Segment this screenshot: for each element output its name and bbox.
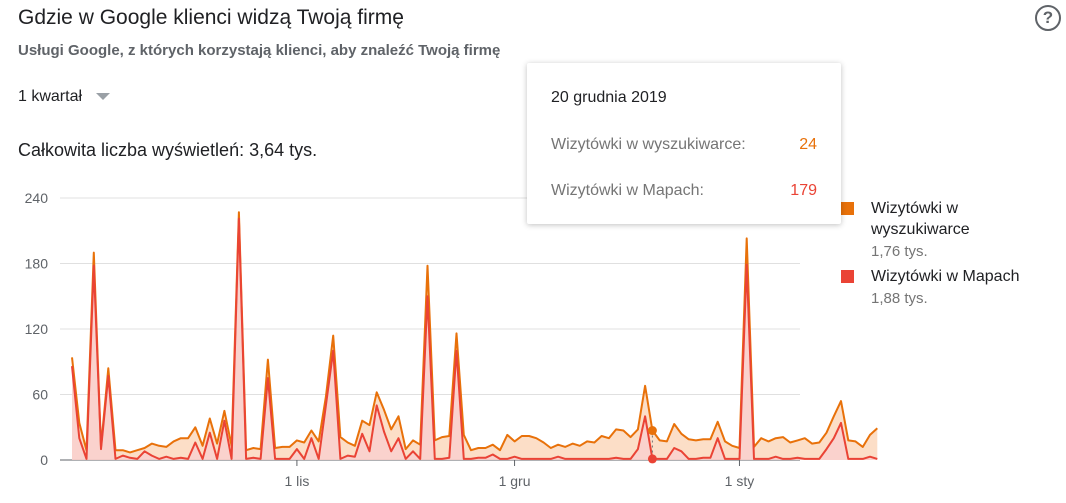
x-tick-label: 1 sty [725,473,755,489]
chart-legend: Wizytówki w wyszukiwarce 1,76 tys. Wizyt… [841,198,1051,313]
legend-value-search: 1,76 tys. [871,243,928,260]
search-line [71,211,878,454]
highlight-point-maps [647,454,657,464]
total-views: Całkowita liczba wyświetleń: 3,64 tys. [18,140,318,160]
y-tick-label: 60 [32,387,48,403]
tooltip-value-search: 24 [799,136,817,153]
x-tick-label: 1 lis [284,473,309,489]
y-tick-label: 120 [25,321,49,337]
x-tick-label: 1 gru [499,473,531,489]
maps-line [71,217,878,460]
period-selected: 1 kwartał [18,88,83,105]
help-circle-icon[interactable]: ? [1035,5,1061,31]
legend-item-maps[interactable]: Wizytówki w Mapach 1,88 tys. [841,266,1051,307]
y-tick-label: 0 [40,452,48,468]
tooltip-date: 20 grudnia 2019 [551,89,667,106]
legend-name-search: Wizytówki w wyszukiwarce [871,200,970,238]
legend-swatch-maps [841,270,854,283]
legend-item-search[interactable]: Wizytówki w wyszukiwarce 1,76 tys. [841,198,1051,260]
page-subtitle: Usługi Google, z których korzystają klie… [18,42,501,59]
legend-swatch-search [841,202,854,215]
legend-value-maps: 1,88 tys. [871,290,928,307]
period-dropdown[interactable]: 1 kwartał [18,88,111,106]
search-area [72,212,878,459]
chart-tooltip: 20 grudnia 2019 Wizytówki w wyszukiwarce… [527,63,841,224]
maps-area [72,218,878,460]
page-title: Gdzie w Google klienci widzą Twoją firmę [18,6,404,29]
y-tick-label: 240 [25,190,49,206]
highlight-point-search [647,426,657,436]
tooltip-value-maps: 179 [790,182,817,199]
chevron-down-icon [96,93,111,101]
legend-name-maps: Wizytówki w Mapach [871,268,1020,285]
tooltip-label-search: Wizytówki w wyszukiwarce: [551,136,746,153]
y-tick-label: 180 [25,256,49,272]
tooltip-label-maps: Wizytówki w Mapach: [551,182,704,199]
